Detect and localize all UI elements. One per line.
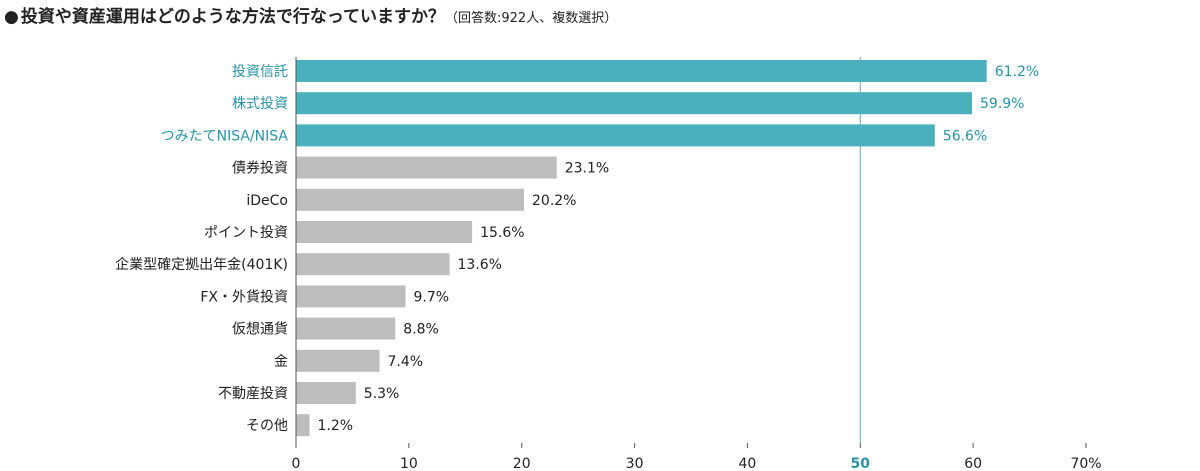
- value-label-1: 59.9%: [980, 96, 1024, 112]
- bar-9: [296, 349, 380, 372]
- value-label-4: 20.2%: [532, 193, 576, 209]
- tick-label-3: 30: [626, 456, 644, 471]
- value-label-8: 8.8%: [403, 322, 439, 338]
- value-label-3: 23.1%: [565, 161, 609, 177]
- tick-label-7: 70%: [1070, 456, 1101, 471]
- category-label-10: 不動産投資: [218, 386, 288, 402]
- bar-11: [296, 414, 310, 437]
- tick-label-2: 20: [513, 456, 531, 471]
- value-label-2: 56.6%: [943, 128, 987, 144]
- value-label-10: 5.3%: [364, 386, 400, 402]
- category-label-11: その他: [246, 418, 288, 434]
- bar-10: [296, 382, 356, 404]
- tick-label-5: 50: [851, 456, 871, 471]
- category-label-4: iDeCo: [246, 193, 288, 209]
- value-label-7: 9.7%: [414, 289, 450, 305]
- bar-0: [296, 60, 987, 82]
- category-label-8: 仮想通貨: [232, 321, 288, 338]
- category-label-3: 債券投資: [232, 161, 288, 177]
- value-labels: 61.2% 59.9% 56.6% 23.1% 20.2% 15.6% 13.6% 9.7% 8…: [318, 64, 1040, 434]
- category-label-1: 株式投資: [232, 96, 288, 112]
- bar-5: [296, 221, 473, 243]
- tick-label-0: 0: [292, 456, 301, 471]
- tick-label-6: 60: [964, 456, 982, 471]
- bar-8: [296, 317, 396, 340]
- title-bullet: ●: [4, 7, 19, 27]
- category-label-7: FX・外貨投資: [200, 288, 288, 305]
- title-main: 投資や資産運用はどのような方法で行なっていますか？: [20, 7, 445, 27]
- value-label-0: 61.2%: [995, 64, 1039, 80]
- category-label-0: 投資信託: [232, 64, 288, 80]
- value-label-5: 15.6%: [480, 225, 524, 241]
- value-label-6: 13.6%: [458, 257, 502, 273]
- category-label-5: ポイント投資: [204, 225, 288, 241]
- bar-3: [296, 156, 557, 179]
- bar-2: [296, 124, 935, 147]
- bar-6: [296, 253, 450, 276]
- chart-title: ● 投資や資産運用はどのような方法で行なっていますか？（回答数:922人、複数選択…: [4, 2, 617, 27]
- bar-7: [296, 285, 406, 308]
- category-label-9: 金: [274, 354, 288, 370]
- title-note: （回答数:922人、複数選択）: [445, 11, 618, 26]
- bar-1: [296, 92, 972, 115]
- category-label-6: 企業型確定拠出年金(401K): [115, 256, 288, 273]
- bar-4: [296, 188, 524, 211]
- value-label-9: 7.4%: [388, 354, 424, 370]
- category-label-2: つみたてNISA/NISA: [161, 128, 289, 144]
- tick-label-1: 10: [400, 456, 418, 471]
- value-label-11: 1.2%: [318, 418, 354, 434]
- x-axis-ticks: 0 10 20 30 40 50 60 70%: [292, 443, 1102, 471]
- bars: [296, 60, 987, 437]
- tick-label-4: 40: [739, 456, 757, 471]
